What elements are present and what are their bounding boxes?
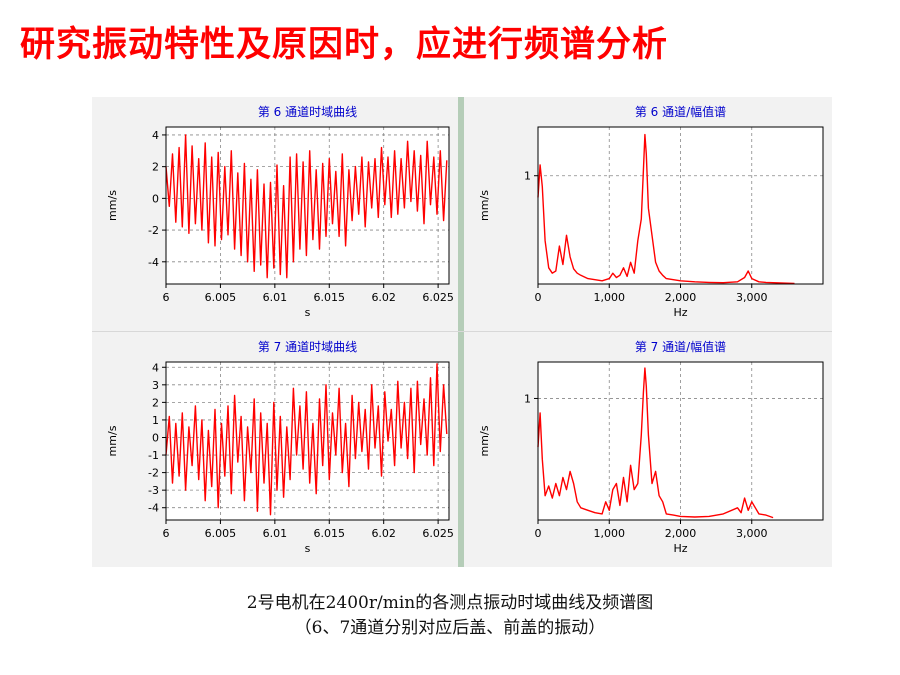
x-tick-label: 6.005: [205, 291, 237, 304]
x-tick-label: 0: [535, 527, 542, 540]
x-axis-label: Hz: [673, 306, 687, 319]
panel-divider-vertical: [458, 97, 464, 567]
y-tick-label: 4: [152, 129, 159, 142]
figure-caption-line2: （6、7通道分别对应后盖、前盖的振动）: [294, 618, 606, 638]
x-tick-label: 6.02: [371, 291, 396, 304]
plot-frame: [165, 126, 450, 285]
y-tick-label: 0: [152, 431, 159, 444]
x-tick-label: 2,000: [665, 527, 697, 540]
chart-panel-ch6-time: 第 6 通道时域曲线 6 6.005 6.01 6.015 6.02 6.025 -4 -2 0 2…: [92, 97, 458, 331]
y-tick-label: 0: [152, 192, 159, 205]
x-tick-label: 6.015: [314, 291, 346, 304]
ch6-time-chart: 第 6 通道时域曲线 6 6.005 6.01 6.015 6.02 6.025 -4 -2 0 2…: [106, 105, 454, 319]
y-tick-label: -3: [148, 484, 159, 497]
x-tick-label: 6.015: [314, 527, 346, 540]
x-tick-label: 6.025: [422, 291, 454, 304]
x-tick-label: 6.01: [263, 291, 288, 304]
y-tick-label: 1: [524, 392, 531, 405]
series-line: [537, 133, 795, 285]
series-line: [165, 363, 448, 516]
y-tick-label: 1: [524, 170, 531, 183]
x-tick-label: 6: [163, 291, 170, 304]
chart-figure: 第 6 通道时域曲线 6 6.005 6.01 6.015 6.02 6.025 -4 -2 0 2…: [92, 97, 832, 567]
x-tick-label: 0: [535, 291, 542, 304]
y-axis-label: mm/s: [106, 425, 119, 456]
chart-panel-ch7-spectrum: 第 7 通道/幅值谱 0 1,000 2,000 3,000 1 Hz mm/s: [464, 332, 832, 567]
y-tick-label: 4: [152, 361, 159, 374]
ch7-time-chart: 第 7 通道时域曲线 6 6.005 6.01 6.015 6.02 6.025 -4 -3 -2…: [106, 340, 454, 555]
x-axis-label: s: [305, 542, 311, 555]
x-tick-label: 6: [163, 527, 170, 540]
x-tick-label: 1,000: [594, 527, 626, 540]
chart-title: 第 7 通道时域曲线: [258, 340, 357, 354]
chart-title: 第 7 通道/幅值谱: [635, 339, 726, 354]
y-tick-label: 2: [152, 161, 159, 174]
y-tick-label: 2: [152, 396, 159, 409]
x-tick-label: 2,000: [665, 291, 697, 304]
y-tick-label: 1: [152, 414, 159, 427]
x-tick-label: 6.01: [263, 527, 288, 540]
chart-panel-ch6-spectrum: 第 6 通道/幅值谱 0 1,000 2,000 3,000 1 Hz mm/s: [464, 97, 832, 331]
x-tick-label: 3,000: [736, 291, 768, 304]
y-tick-label: -1: [148, 449, 159, 462]
y-tick-label: -4: [148, 502, 159, 515]
y-tick-label: -2: [148, 467, 159, 480]
y-tick-label: 3: [152, 379, 159, 392]
x-tick-label: 6.025: [422, 527, 454, 540]
x-tick-label: 6.02: [371, 527, 396, 540]
y-axis-label: mm/s: [478, 425, 491, 456]
chart-panel-ch7-time: 第 7 通道时域曲线 6 6.005 6.01 6.015 6.02 6.025 -4 -3 -2…: [92, 332, 458, 567]
series-line: [165, 134, 448, 279]
x-axis-label: Hz: [673, 542, 687, 555]
slide-title: 研究振动特性及原因时，应进行频谱分析: [20, 25, 669, 65]
y-tick-label: -2: [148, 224, 159, 237]
chart-title: 第 6 通道时域曲线: [258, 105, 357, 119]
y-axis-label: mm/s: [478, 190, 491, 221]
ch6-spectrum-chart: 第 6 通道/幅值谱 0 1,000 2,000 3,000 1 Hz mm/s: [478, 104, 824, 319]
figure-caption-line1: 2号电机在2400r/min的各测点振动时域曲线及频谱图: [246, 593, 654, 613]
x-axis-label: s: [305, 306, 311, 319]
panel-divider-horizontal: [92, 331, 832, 332]
y-axis-label: mm/s: [106, 190, 119, 221]
plot-frame: [165, 361, 450, 521]
ch7-spectrum-chart: 第 7 通道/幅值谱 0 1,000 2,000 3,000 1 Hz mm/s: [478, 339, 824, 555]
x-tick-label: 1,000: [594, 291, 626, 304]
x-tick-label: 6.005: [205, 527, 237, 540]
y-tick-label: -4: [148, 256, 159, 269]
series-line: [537, 367, 774, 519]
chart-title: 第 6 通道/幅值谱: [635, 104, 726, 119]
x-tick-label: 3,000: [736, 527, 768, 540]
